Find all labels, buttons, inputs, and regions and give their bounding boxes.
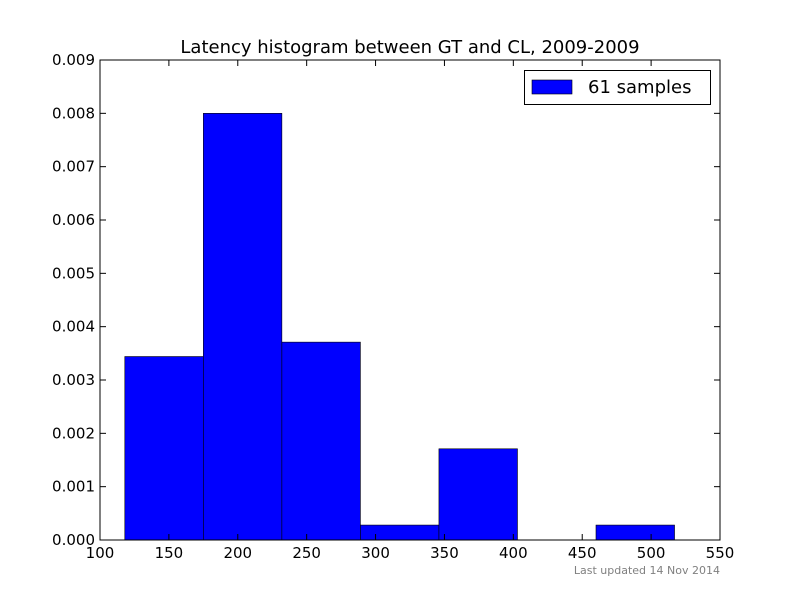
bars-group — [124, 113, 675, 541]
last-updated-footnote: Last updated 14 Nov 2014 — [574, 564, 720, 577]
y-tick-label: 0.007 — [52, 158, 95, 176]
y-tick-label: 0.003 — [52, 371, 95, 389]
histogram-bar-7 — [595, 524, 675, 541]
y-tick-label: 0.001 — [52, 478, 95, 496]
histogram-bar-5 — [438, 448, 518, 541]
x-tick-label: 400 — [499, 544, 528, 562]
legend-label: 61 samples — [588, 77, 691, 98]
chart-title: Latency histogram between GT and CL, 200… — [180, 37, 639, 58]
legend: 61 samples — [524, 70, 711, 105]
y-tick-label: 0.009 — [52, 51, 95, 69]
x-tick-label: 150 — [155, 544, 184, 562]
x-tick-label: 250 — [292, 544, 321, 562]
x-tick-label: 450 — [568, 544, 597, 562]
histogram-bar-2 — [203, 113, 283, 541]
plot-frame — [99, 59, 721, 541]
x-tick-label: 300 — [361, 544, 390, 562]
y-tick-label: 0.006 — [52, 211, 95, 229]
x-tick-label: 200 — [223, 544, 252, 562]
histogram-bar-3 — [281, 341, 361, 541]
histogram-bar-1 — [124, 356, 204, 541]
x-tick-label: 550 — [706, 544, 735, 562]
y-tick-label: 0.005 — [52, 264, 95, 282]
x-tick-label: 350 — [430, 544, 459, 562]
y-tick-label: 0.002 — [52, 424, 95, 442]
x-tick-label: 500 — [637, 544, 666, 562]
y-tick-label: 0.004 — [52, 318, 95, 336]
x-tick-label: 100 — [86, 544, 115, 562]
y-tick-label: 0.008 — [52, 104, 95, 122]
histogram-bar-4 — [360, 524, 440, 541]
y-tick-label: 0.000 — [52, 531, 95, 549]
legend-swatch — [531, 79, 573, 95]
ticks-group: 100 150 200 250 300 350 400 450 500 550 0.000 0.001… — [52, 51, 734, 562]
